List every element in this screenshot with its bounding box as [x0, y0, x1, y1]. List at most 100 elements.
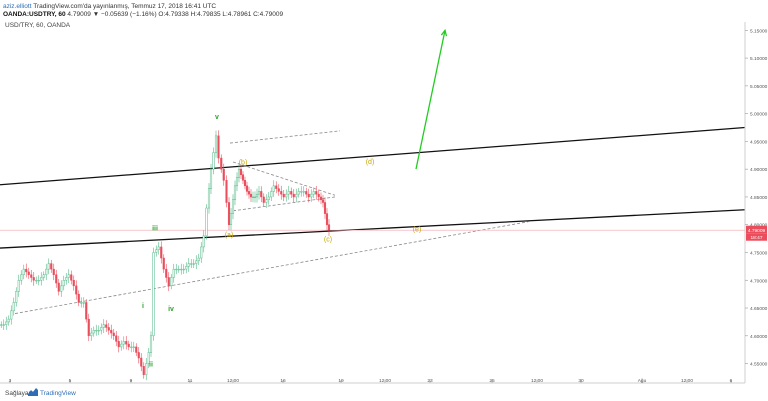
candle-body: [239, 168, 243, 175]
candle-body: [190, 263, 193, 265]
candle-body: [265, 199, 268, 203]
candle-body: [140, 357, 143, 367]
candle-body: [217, 135, 220, 159]
candle-body: [262, 196, 265, 203]
price-tick-label: 4.60000: [750, 334, 768, 340]
candle-body: [132, 346, 135, 348]
candle-body: [2, 324, 5, 326]
candle-body: [187, 263, 190, 267]
candle-body: [200, 246, 203, 259]
channel-line-5: [232, 196, 336, 212]
channel-line-2: [14, 220, 531, 314]
price-tick-label: 4.95000: [750, 139, 768, 145]
candle-body: [42, 274, 45, 278]
candle-body: [155, 249, 158, 253]
candle-body: [247, 191, 251, 195]
candle-body: [302, 191, 305, 193]
wave-label-iii: iii: [152, 225, 158, 232]
candle-body: [67, 274, 70, 278]
candle-body: [277, 188, 280, 192]
author-link[interactable]: aziz.elliott: [3, 3, 32, 10]
candle-body: [32, 277, 35, 281]
time-tick-label: 5: [69, 378, 72, 384]
candle-body: [12, 302, 15, 312]
price-tick-label: 4.75000: [750, 250, 768, 256]
candle-body: [255, 193, 259, 198]
candle-body: [137, 352, 140, 359]
chart-header: aziz.elliott TradingView.com'da yayınlan…: [0, 0, 768, 22]
candle-body: [192, 263, 195, 265]
candle-body: [70, 274, 73, 281]
candle-body: [47, 263, 50, 270]
time-axis[interactable]: 3 5 9 11 12:00 16 19 12:00 23 25 12:00 30 Ağu 12:00 6: [9, 378, 733, 384]
candle-body: [180, 268, 183, 271]
candle-body: [229, 213, 233, 225]
wave-label-i: i: [142, 303, 144, 310]
candle-body: [312, 191, 315, 195]
candle-body: [5, 321, 8, 325]
price-tick-label: 4.55000: [750, 362, 768, 368]
candle-body: [72, 280, 75, 287]
candle-body: [152, 252, 155, 337]
candle-body: [317, 193, 320, 198]
countdown-badge-bg: [746, 233, 767, 241]
candle-body: [325, 213, 329, 225]
countdown-value: 18:47: [750, 235, 762, 241]
brand-link[interactable]: TradingView: [40, 390, 76, 397]
candle-body: [275, 185, 278, 189]
candle-body: [267, 196, 270, 200]
candle-body: [295, 193, 298, 198]
price-tick-label: 4.80000: [750, 223, 768, 229]
candle-body: [175, 268, 178, 271]
price-tick-label: 4.65000: [750, 306, 768, 312]
candle-body: [209, 168, 213, 189]
wave-label-ii: ii: [149, 361, 153, 368]
time-tick-label: 16: [280, 378, 286, 384]
time-tick-label: 19: [338, 378, 344, 384]
wave-label-iv: iv: [168, 306, 174, 313]
candle-body: [117, 341, 120, 348]
time-tick-label: Ağu: [638, 378, 647, 384]
candle-body: [235, 177, 239, 187]
candle-body: [205, 207, 208, 237]
candle-body: [290, 191, 293, 195]
candle-body: [147, 352, 150, 364]
price-tick-label: 4.90000: [750, 167, 768, 173]
candle-body: [95, 329, 98, 332]
candle-body: [57, 282, 60, 292]
price-tick-label: 5.15000: [750, 28, 768, 34]
candle-body: [212, 152, 215, 170]
candle-body: [307, 193, 310, 198]
wave-label-b: (b): [239, 160, 248, 167]
candle-body: [220, 157, 223, 170]
candle-body: [107, 327, 110, 331]
candle-body: [82, 302, 85, 304]
candle-body: [30, 274, 33, 278]
ohlc-values: 4.79009 ▼ −0.05639 (−1.16%) O:4.79338 H:…: [67, 11, 284, 18]
candle-body: [222, 168, 225, 181]
candle-body: [20, 274, 23, 281]
time-tick-label: 12:00: [379, 378, 391, 384]
price-axis[interactable]: 4.55000 4.60000 4.65000 4.70000 4.75000 4.800…: [745, 28, 768, 368]
candle-body: [45, 268, 48, 275]
candle-body: [85, 302, 88, 320]
candle-body: [160, 246, 163, 259]
price-tick-label: 5.05000: [750, 84, 768, 90]
candle-body: [35, 280, 38, 282]
candle-body: [145, 363, 148, 375]
publish-info: TradingView.com'da yayınlanmış, Temmuz 1…: [33, 3, 217, 10]
channel-line-3: [229, 130, 341, 144]
time-tick-label: 12:00: [227, 378, 239, 384]
candle-body: [282, 193, 285, 198]
candle-body: [315, 191, 318, 195]
candle-body: [197, 257, 200, 262]
candle-body: [227, 202, 231, 225]
price-series: [0, 130, 331, 381]
wave-label-a: (a): [225, 232, 234, 239]
candle-body: [305, 191, 308, 195]
candle-body: [142, 366, 145, 375]
time-tick-label: 12:00: [531, 378, 543, 384]
provider-label: Sağlayan:: [5, 390, 34, 397]
